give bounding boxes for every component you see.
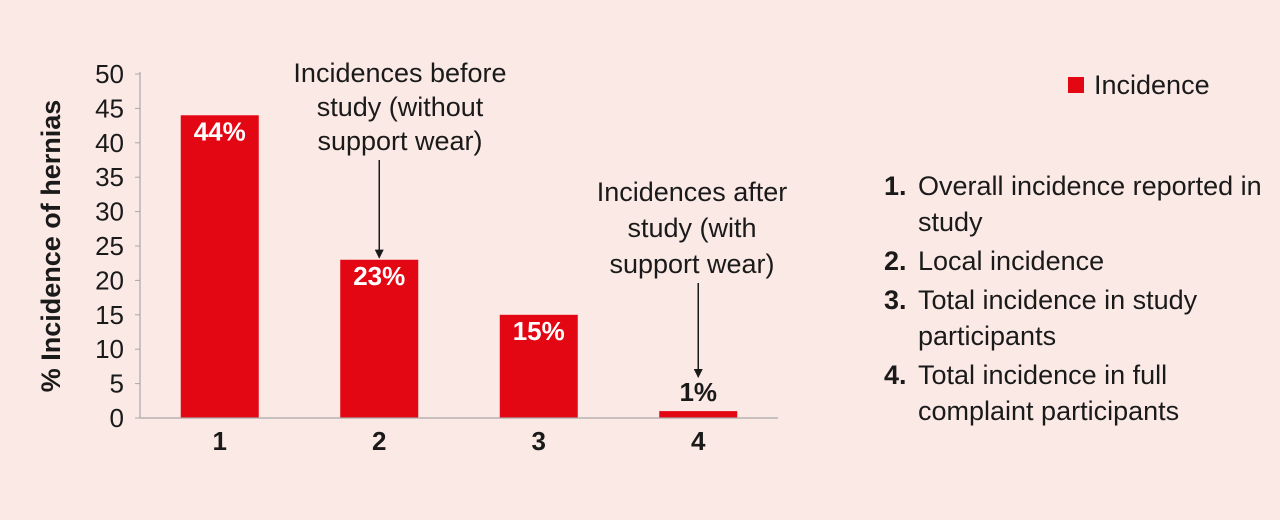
y-tick-label: 45 [95,93,124,123]
y-tick-label: 20 [95,265,124,295]
x-tick-label: 1 [213,426,227,456]
legend-label: Incidence [1094,70,1210,100]
y-axis: 0 5 10 15 20 25 30 35 40 45 50 % Incidence of herni… [36,59,141,433]
note-text: Total incidence in full complaint partic… [918,360,1180,426]
bars: 44% 23% 15% 1% [180,115,738,418]
annotation-text: support wear) [317,126,482,156]
bar [499,314,578,418]
category-notes: 1. Overall incidence reported in study 2… [884,168,1274,432]
y-tick-label: 0 [110,403,124,433]
annotation-text: study (with [627,213,756,243]
x-tick-label: 2 [372,426,386,456]
annotation-text: Incidences after [597,177,788,207]
data-label: 15% [513,316,565,346]
y-tick-label: 25 [95,231,124,261]
y-tick-label: 50 [95,59,124,89]
y-tick-label: 30 [95,197,124,227]
x-tick-label: 4 [691,426,706,456]
legend: Incidence [1068,70,1210,100]
data-label: 44% [194,116,246,146]
note-item: 2. Local incidence [884,243,1274,279]
note-number: 4. [884,360,907,390]
data-label: 1% [679,377,717,407]
y-tick-label: 40 [95,128,124,158]
note-item: 1. Overall incidence reported in study [884,168,1274,240]
y-tick-label: 35 [95,162,124,192]
annotation-text: Incidences before [293,58,506,88]
y-axis-label: % Incidence of hernias [36,100,66,393]
y-tick-label: 5 [110,369,124,399]
note-number: 1. [884,171,907,201]
note-text: Overall incidence reported in study [918,171,1262,237]
legend-swatch [1068,77,1084,93]
note-number: 2. [884,246,907,276]
note-text: Local incidence [918,246,1105,276]
note-number: 3. [884,285,907,315]
x-tick-label: 3 [532,426,546,456]
y-tick-label: 15 [95,300,124,330]
y-tick-label: 10 [95,334,124,364]
bar [340,259,419,418]
annotation-text: study (without [317,92,484,122]
data-label: 23% [353,261,405,291]
note-item: 4. Total incidence in full complaint par… [884,357,1274,429]
annotations: Incidences before study (without support w… [293,58,788,379]
bar [659,411,738,418]
note-text: Total incidence in study participants [918,285,1198,351]
x-axis: 1 2 3 4 [140,417,778,456]
note-item: 3. Total incidence in study participants [884,282,1274,354]
annotation-text: support wear) [609,249,774,279]
bar [180,115,259,418]
